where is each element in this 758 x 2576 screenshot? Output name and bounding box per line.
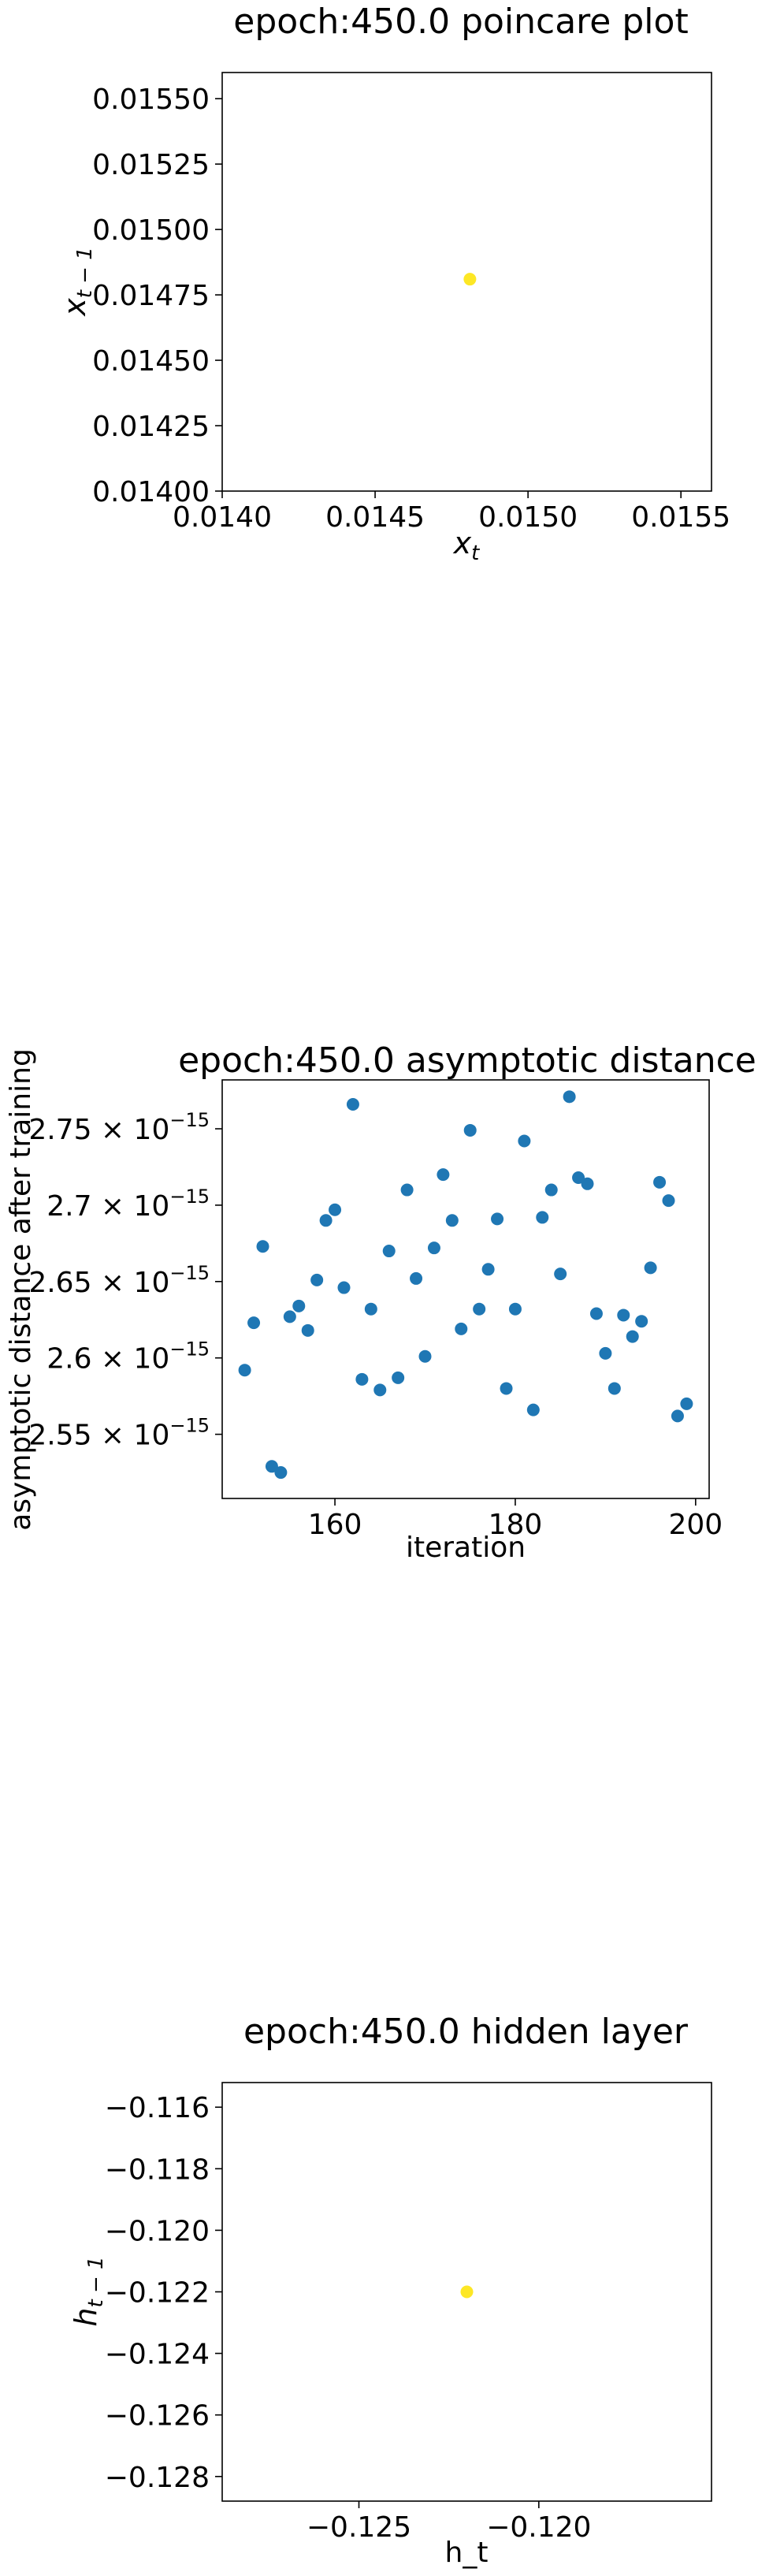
y-tick-label: −0.118 xyxy=(105,2153,210,2186)
data-point xyxy=(536,1211,549,1224)
x-tick-label: 0.0145 xyxy=(325,501,425,534)
data-point xyxy=(481,1263,495,1276)
x-tick-label: −0.125 xyxy=(307,2511,411,2544)
data-point xyxy=(463,1123,477,1137)
data-point xyxy=(563,1090,576,1104)
y-tick-label: 0.01475 xyxy=(92,280,210,312)
asymptotic-distance-title: epoch:450.0 asymptotic distance xyxy=(178,1040,756,1081)
data-point xyxy=(292,1299,306,1312)
data-point xyxy=(500,1382,513,1395)
y-tick-label: −0.116 xyxy=(105,2092,210,2124)
data-point xyxy=(265,1460,278,1473)
data-point xyxy=(337,1281,351,1294)
y-tick-label: −0.126 xyxy=(105,2400,210,2433)
data-point xyxy=(274,1466,288,1480)
data-point xyxy=(508,1302,522,1316)
data-point xyxy=(238,1364,251,1377)
poincare-plot-panel: epoch:450.0 poincare plot 0.0140 0.0145 0.… xyxy=(58,2,730,565)
poincare-plot-title: epoch:450.0 poincare plot xyxy=(233,2,688,42)
data-point xyxy=(544,1183,558,1197)
data-point xyxy=(599,1346,612,1360)
data-point xyxy=(364,1302,377,1316)
data-point xyxy=(382,1245,396,1258)
data-point xyxy=(373,1383,387,1397)
data-point xyxy=(671,1409,684,1423)
y-tick-label: −0.124 xyxy=(105,2339,210,2371)
data-point xyxy=(247,1316,261,1330)
x-tick-label: 200 xyxy=(668,1509,723,1541)
asymptotic-distance-y-axis-label: asymptotic distance after training xyxy=(5,1048,37,1531)
y-tick-label: −0.120 xyxy=(105,2215,210,2247)
poincare-x-axis-label: xt xyxy=(453,526,481,565)
x-tick-label: 0.0140 xyxy=(173,501,272,534)
data-point xyxy=(554,1268,567,1281)
hidden-layer-title: epoch:450.0 hidden layer xyxy=(243,2012,689,2052)
data-point xyxy=(437,1168,450,1182)
data-point xyxy=(445,1214,459,1227)
data-point xyxy=(473,1302,486,1316)
data-point xyxy=(455,1322,468,1335)
data-point xyxy=(410,1271,423,1285)
y-tick-label: 2.65 × 10−15 xyxy=(28,1262,210,1299)
y-tick-label: 0.01400 xyxy=(92,476,210,508)
x-tick-label: −0.120 xyxy=(486,2511,591,2544)
asymptotic-distance-plot-area xyxy=(221,1079,710,1499)
y-tick-label: −0.122 xyxy=(105,2277,210,2310)
x-tick-label: 0.0155 xyxy=(631,501,730,534)
y-tick-label: −0.128 xyxy=(105,2462,210,2494)
y-tick-label: 2.6 × 10−15 xyxy=(46,1338,210,1375)
asymptotic-distance-panel: epoch:450.0 asymptotic distance 160 180 20… xyxy=(5,1040,756,1564)
y-tick-label: 0.01450 xyxy=(92,345,210,378)
data-point xyxy=(329,1203,342,1216)
data-point xyxy=(346,1098,359,1111)
data-point xyxy=(460,2285,474,2299)
data-point xyxy=(491,1212,504,1226)
data-point xyxy=(319,1214,333,1227)
y-tick-label: 2.75 × 10−15 xyxy=(28,1109,210,1146)
hidden-layer-panel: epoch:450.0 hidden layer −0.125 −0.120 −0… xyxy=(69,2012,712,2569)
data-point xyxy=(644,1261,657,1275)
data-point xyxy=(427,1241,440,1255)
data-point xyxy=(572,1171,585,1185)
y-tick-label: 0.01500 xyxy=(92,214,210,247)
data-point xyxy=(418,1349,432,1363)
hidden-layer-x-axis-label: h_t xyxy=(445,2537,489,2569)
data-point xyxy=(256,1240,269,1253)
data-point xyxy=(653,1175,667,1189)
data-point xyxy=(283,1310,296,1323)
data-point xyxy=(392,1371,405,1384)
x-tick-label: 0.0150 xyxy=(478,501,578,534)
data-point xyxy=(355,1372,369,1386)
asymptotic-distance-x-axis-label: iteration xyxy=(406,1532,526,1564)
data-point xyxy=(608,1382,621,1395)
data-point xyxy=(301,1323,314,1337)
data-point xyxy=(526,1403,540,1416)
hidden-layer-y-axis-label: ht − 1 xyxy=(69,2256,108,2326)
poincare-y-axis-label: xt − 1 xyxy=(58,247,97,317)
data-point xyxy=(518,1134,531,1148)
data-point xyxy=(626,1330,639,1343)
data-point xyxy=(463,273,477,286)
data-point xyxy=(680,1397,693,1410)
data-point xyxy=(581,1177,594,1190)
y-tick-label: 2.55 × 10−15 xyxy=(28,1415,210,1452)
y-tick-label: 0.01550 xyxy=(92,84,210,116)
y-tick-label: 2.7 × 10−15 xyxy=(46,1186,210,1223)
data-point xyxy=(589,1307,603,1320)
x-tick-label: 180 xyxy=(489,1509,543,1541)
data-point xyxy=(400,1183,414,1197)
y-tick-label: 0.01525 xyxy=(92,149,210,181)
x-tick-label: 160 xyxy=(308,1509,362,1541)
data-point xyxy=(662,1194,675,1208)
y-tick-label: 0.01425 xyxy=(92,411,210,443)
data-point xyxy=(635,1315,648,1328)
data-point xyxy=(617,1308,630,1322)
data-point xyxy=(310,1273,324,1286)
